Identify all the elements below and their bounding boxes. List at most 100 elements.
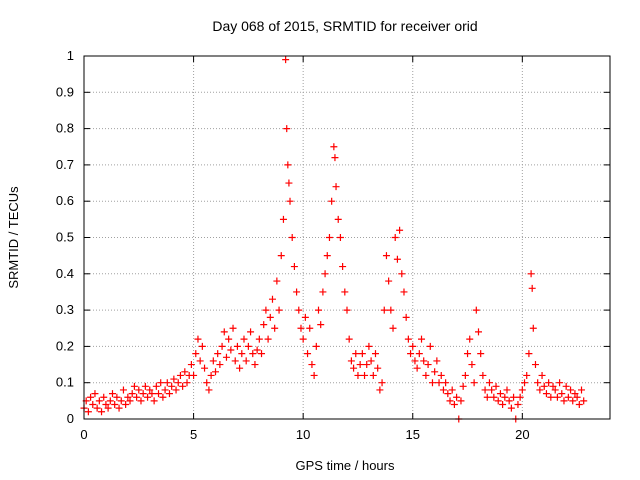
data-point [569,397,577,405]
data-point [262,306,270,314]
data-point [418,335,426,343]
data-point [89,400,97,408]
data-point [336,234,344,241]
data-point [157,379,165,387]
data-point [514,400,522,408]
data-point [130,382,138,390]
data-point [331,154,339,162]
data-point [343,306,351,314]
data-point [304,350,312,358]
data-point [111,400,119,408]
data-point [409,342,417,350]
data-point [286,197,294,205]
data-point [233,342,241,350]
data-point [124,393,132,401]
data-point [442,379,450,387]
data-point [222,353,230,361]
data-point [137,397,145,405]
data-point [428,379,436,387]
data-point [542,390,550,398]
data-point [431,368,439,376]
data-point [214,350,222,358]
data-point [380,306,388,314]
data-point [468,361,476,369]
data-point [505,397,513,405]
data-point [339,263,347,271]
data-point [562,382,570,390]
data-point [315,306,323,314]
data-point [528,284,536,292]
data-point [341,288,349,296]
data-point [295,306,303,314]
data-point [240,335,248,343]
data-point [163,379,171,387]
data-point [424,361,432,369]
data-point [330,143,338,151]
y-tick-label: 0.1 [56,375,74,390]
data-point [389,324,397,332]
data-point [387,306,395,314]
data-point [490,393,498,401]
data-point [161,386,169,394]
data-point [165,390,173,398]
data-point [225,335,233,343]
data-point [317,321,325,329]
data-point [117,397,125,405]
data-point [310,371,318,379]
data-point [556,379,564,387]
y-tick-label: 0.4 [56,266,74,281]
data-point [527,270,535,278]
data-point [470,379,478,387]
data-point [133,393,141,401]
y-tick-label: 1 [67,48,74,63]
data-point [356,361,364,369]
data-point [100,393,108,401]
y-tick-label: 0 [67,411,74,426]
data-point [536,386,544,394]
data-point [485,379,493,387]
y-tick-label: 0.7 [56,157,74,172]
data-point [376,386,384,394]
data-point [279,215,287,223]
y-tick-label: 0.8 [56,121,74,136]
data-point [510,393,518,401]
data-point [148,390,156,398]
y-tick-label: 0.2 [56,338,74,353]
data-point [218,342,226,350]
data-point [332,183,340,191]
data-point [128,390,136,398]
data-point [201,364,209,372]
data-point [444,390,452,398]
data-point [369,371,377,379]
data-point [507,404,515,412]
data-point [104,404,112,412]
data-point [378,379,386,387]
data-point [231,357,239,365]
data-point [488,386,496,394]
data-point [152,382,160,390]
data-point [275,306,283,314]
data-point [135,386,143,394]
data-point [365,342,373,350]
data-point [435,379,443,387]
data-point [398,270,406,278]
data-point [203,379,211,387]
data-point [106,397,114,405]
data-point [312,342,320,350]
data-point [108,390,116,398]
data-point [146,386,154,394]
data-point [290,263,298,271]
data-point [404,335,412,343]
data-point [268,295,276,303]
data-point [433,357,441,365]
data-point [371,350,379,358]
data-point [479,371,487,379]
data-point [212,368,219,376]
data-point [499,400,507,408]
data-point [420,357,428,365]
data-point [253,346,261,354]
data-point [402,313,410,321]
x-axis-label: GPS time / hours [296,458,395,473]
data-point [192,350,200,358]
